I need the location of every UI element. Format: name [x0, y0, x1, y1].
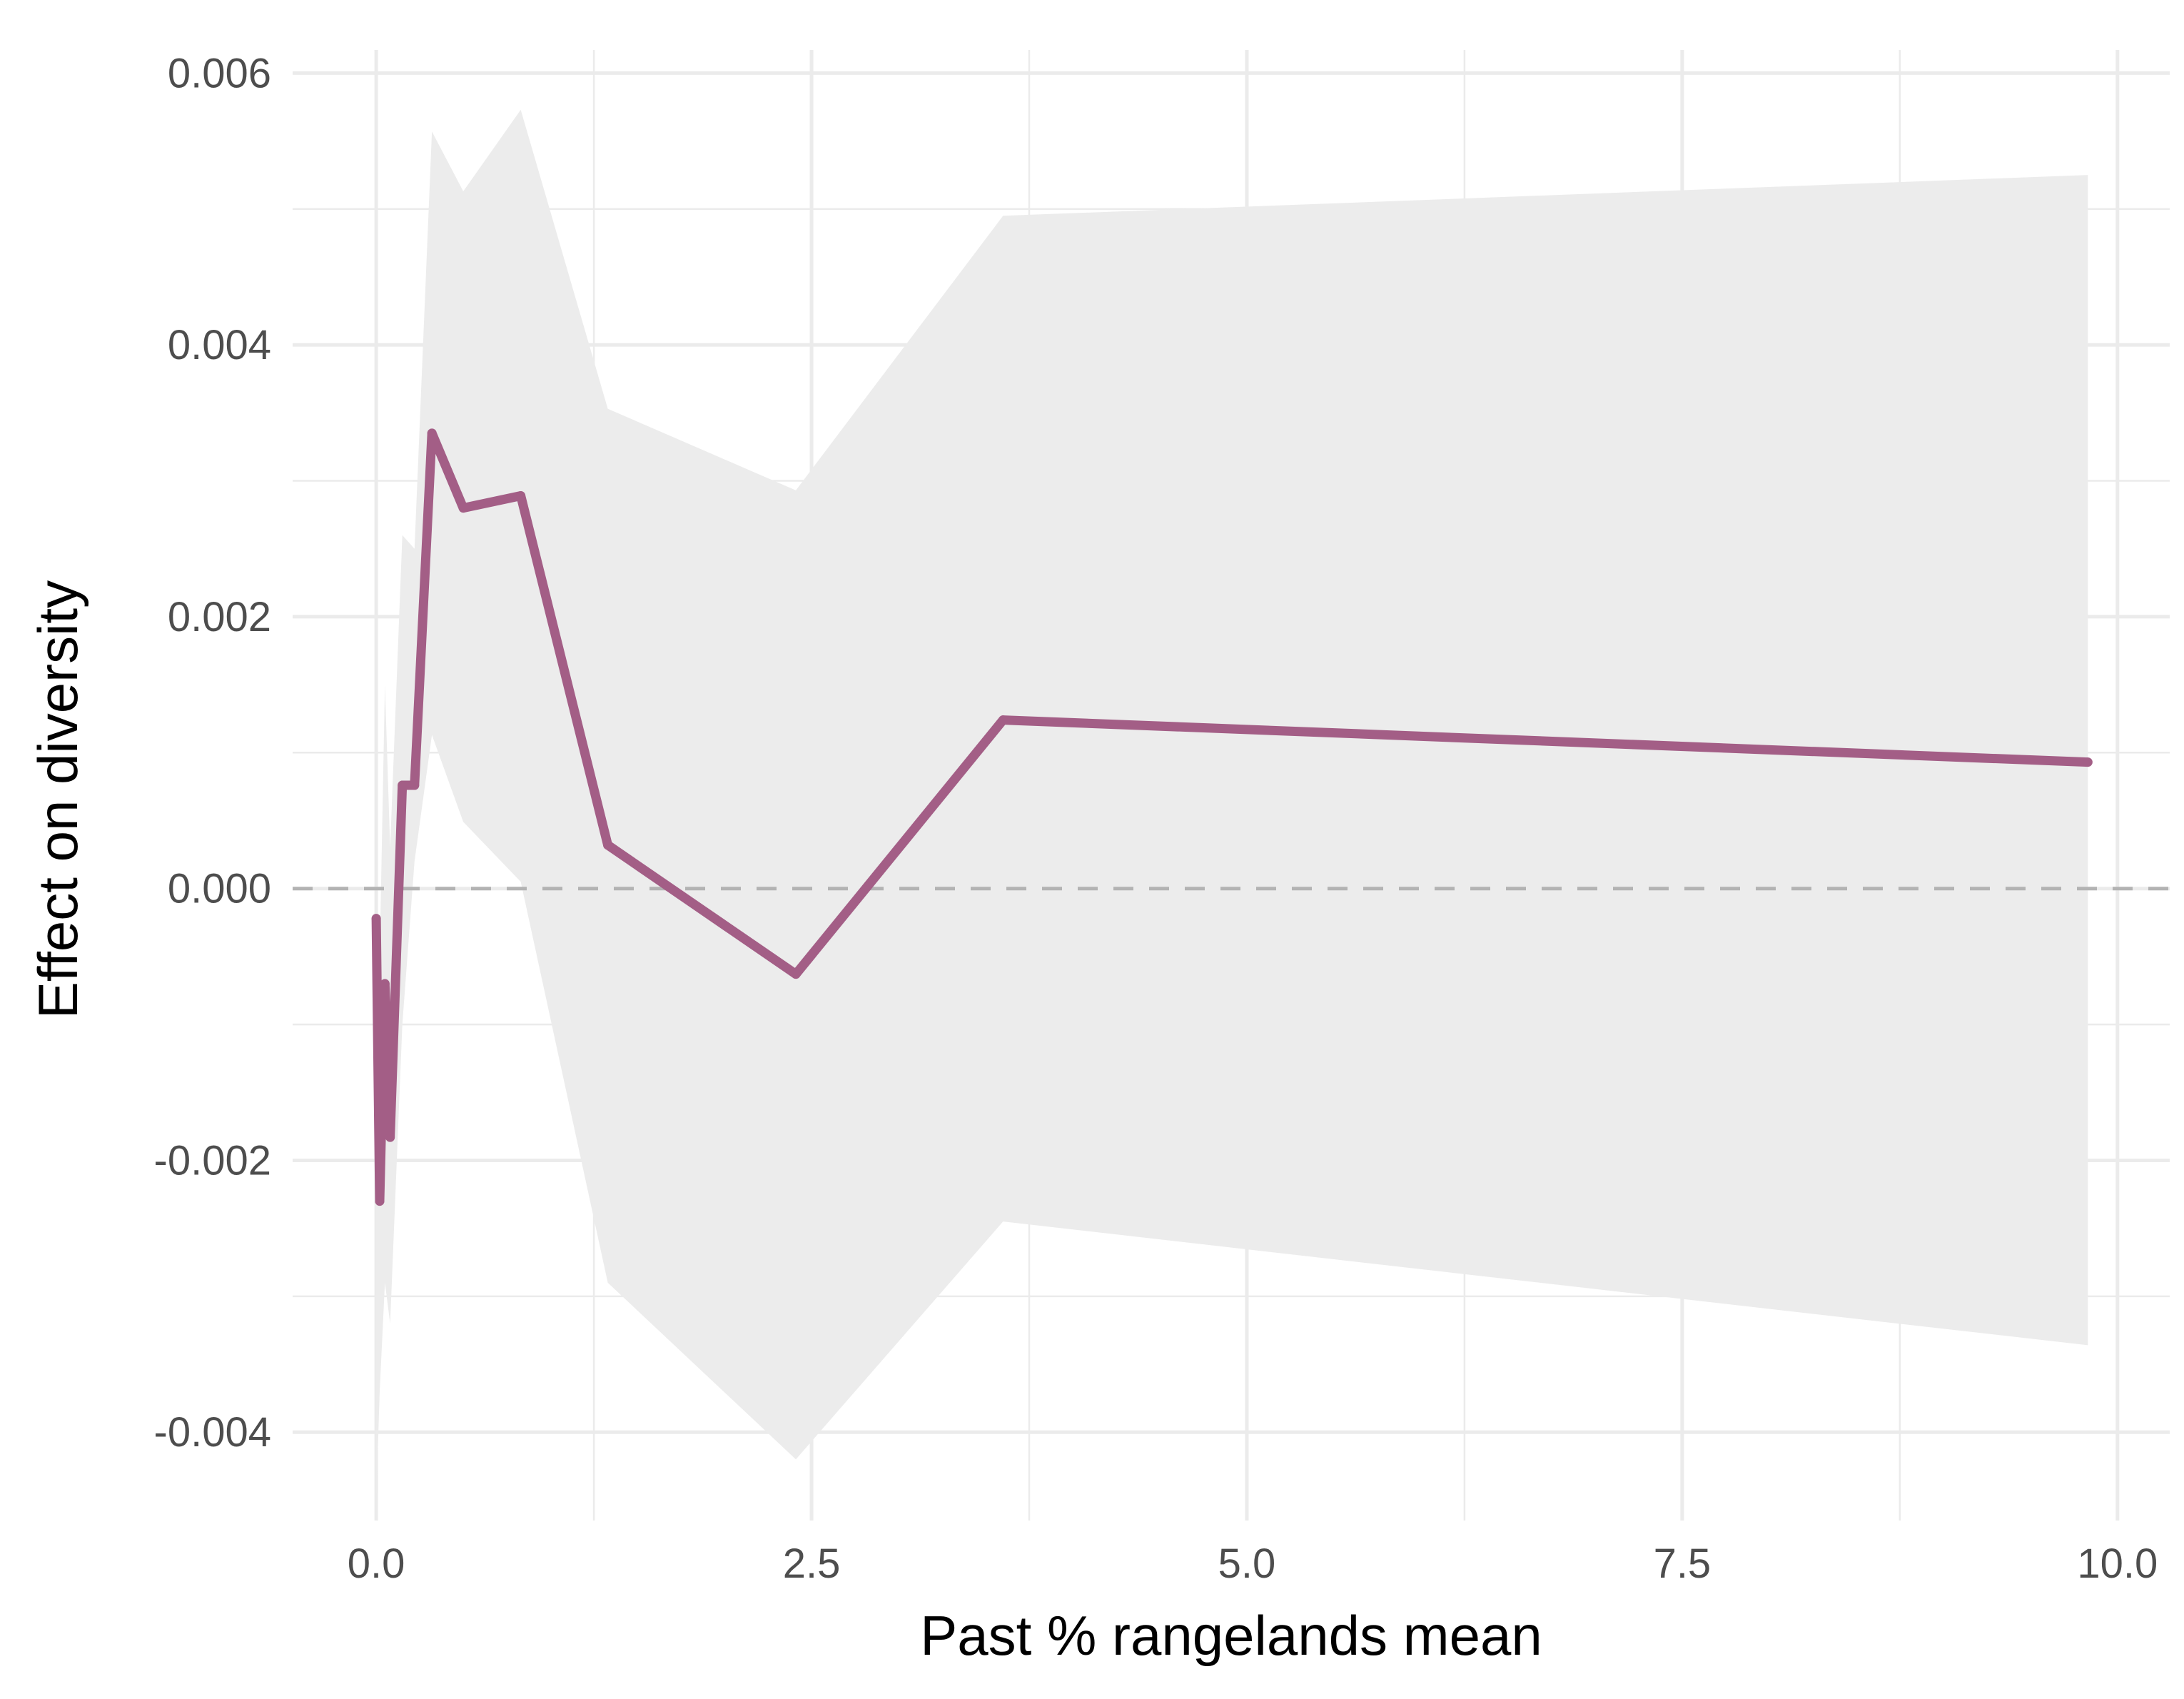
y-tick-label: -0.002 — [154, 1137, 271, 1184]
y-tick-label: 0.006 — [168, 50, 271, 96]
data-point — [410, 780, 420, 790]
x-tick-label: 5.0 — [1218, 1541, 1276, 1587]
series-line-layer — [371, 428, 2093, 1206]
data-point — [398, 780, 408, 790]
data-point — [427, 428, 437, 438]
data-point — [385, 1132, 395, 1142]
data-point — [603, 840, 613, 850]
data-point — [375, 1196, 385, 1206]
data-point — [371, 914, 381, 924]
x-tick-label: 7.5 — [1654, 1541, 1712, 1587]
data-point — [458, 503, 468, 513]
y-tick-label: 0.004 — [168, 322, 271, 368]
x-tick-label: 10.0 — [2077, 1541, 2158, 1587]
y-tick-label: -0.004 — [154, 1409, 271, 1456]
data-point — [380, 979, 390, 989]
data-point — [516, 490, 526, 500]
y-tick-label: 0.000 — [168, 866, 271, 912]
confidence-band-layer — [376, 109, 2088, 1501]
y-axis-title: Effect on diversity — [26, 580, 89, 1019]
x-tick-label: 0.0 — [348, 1541, 405, 1587]
y-tick-label: 0.002 — [168, 594, 271, 640]
data-point — [2083, 757, 2093, 767]
x-tick-label: 2.5 — [783, 1541, 841, 1587]
tick-labels: 0.0 2.5 5.0 7.5 10.0 -0.004 -0.002 0.000 0.002 0.… — [154, 50, 2158, 1587]
data-point — [791, 969, 801, 979]
data-point — [998, 715, 1008, 725]
x-axis-title: Past % rangelands mean — [920, 1604, 1542, 1667]
confidence-band — [376, 109, 2088, 1501]
